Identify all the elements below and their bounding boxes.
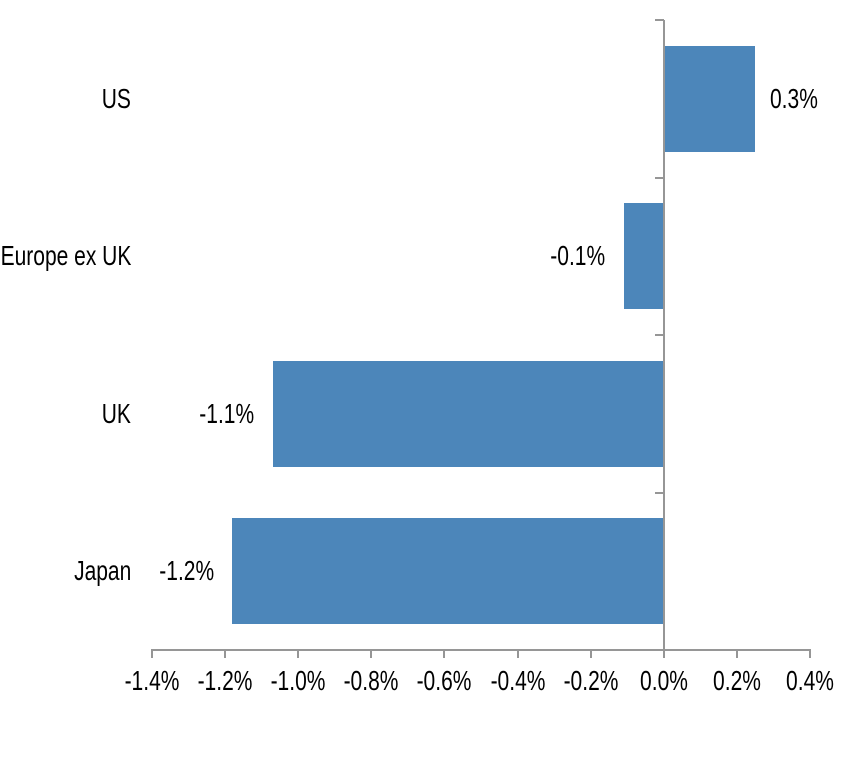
x-axis-tick (370, 650, 373, 658)
category-label-europe-ex-uk: Europe ex UK (0, 240, 131, 272)
category-axis-tick (654, 491, 664, 494)
value-label-japan: -1.2% (159, 555, 215, 587)
value-label-europe-ex-uk: -0.1% (550, 240, 606, 272)
x-axis-tick-label: -0.8% (343, 665, 399, 696)
category-label-us: US (101, 82, 131, 114)
x-axis-tick (809, 650, 811, 658)
x-axis-line (151, 649, 811, 651)
x-axis-tick (151, 650, 153, 658)
bar-us (663, 45, 756, 152)
x-axis-tick-label: -0.2% (563, 665, 619, 696)
x-axis-tick (297, 650, 300, 658)
category-axis-tick (654, 649, 664, 651)
x-axis-tick (224, 650, 227, 658)
category-axis-tick (654, 19, 664, 21)
x-axis-tick-label: -1.2% (197, 665, 253, 696)
category-axis-tick (654, 334, 664, 336)
x-axis-tick-label: -1.0% (270, 665, 326, 696)
x-axis-tick (662, 650, 665, 658)
category-axis-tick (654, 176, 664, 179)
x-axis-tick-label: -1.4% (124, 665, 180, 696)
category-label-uk: UK (101, 397, 131, 429)
x-axis-tick (589, 650, 592, 658)
x-axis-tick-label: 0.0% (639, 665, 688, 696)
bar-europe-ex-uk (623, 203, 664, 310)
value-label-uk: -1.1% (199, 397, 255, 429)
x-axis-tick-label: 0.4% (786, 665, 834, 696)
x-axis-tick-label: -0.6% (417, 665, 472, 696)
category-axis-zero-line (663, 20, 665, 650)
value-label-us: 0.3% (770, 82, 819, 114)
category-label-japan: Japan (73, 555, 131, 587)
bar-japan (232, 518, 664, 625)
x-axis-tick-label: 0.2% (712, 665, 761, 696)
x-axis-tick (735, 650, 738, 658)
bar-uk (272, 360, 664, 467)
x-axis-tick (516, 650, 519, 658)
x-axis-tick-label: -0.4% (490, 665, 545, 696)
x-axis-tick (443, 650, 446, 658)
legend: Equity fund flows - last 4 weeks (0, 712, 852, 746)
